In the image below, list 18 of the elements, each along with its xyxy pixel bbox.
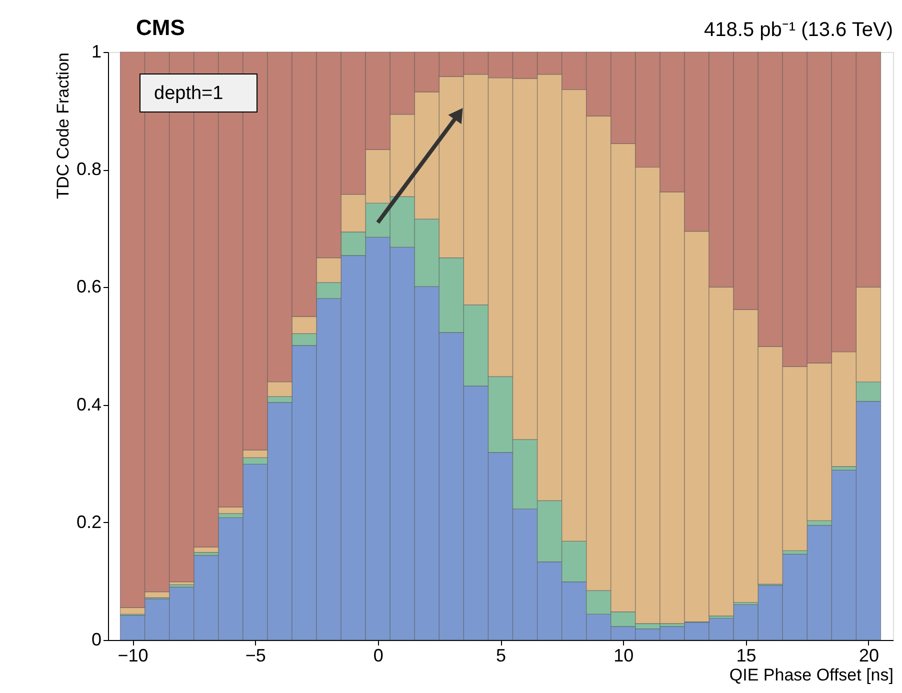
x-tick-label: 20 xyxy=(858,646,879,666)
y-tick-label: 0.4 xyxy=(76,394,102,414)
x-tick-label: 5 xyxy=(496,646,506,666)
y-axis-title: TDC Code Fraction xyxy=(53,52,72,199)
x-tick-label: 10 xyxy=(614,646,634,666)
annotation: depth=1 xyxy=(154,83,224,104)
y-tick-label: 0.8 xyxy=(76,159,102,180)
chart-subtitle: 418.5 pb⁻¹ (13.6 TeV) xyxy=(704,19,893,41)
x-axis-title: QIE Phase Offset [ns] xyxy=(729,666,894,684)
x-tick-label: −5 xyxy=(245,646,266,666)
x-tick-label: 0 xyxy=(373,646,384,666)
y-tick-label: 0.2 xyxy=(76,512,102,532)
x-tick-label: 15 xyxy=(736,646,756,666)
chart-title: CMS xyxy=(136,15,185,40)
y-tick-label: 0.6 xyxy=(76,276,102,297)
x-tick-label: −10 xyxy=(118,646,148,666)
y-tick-label: 1 xyxy=(91,42,102,62)
y-tick-label: 0 xyxy=(91,630,102,650)
